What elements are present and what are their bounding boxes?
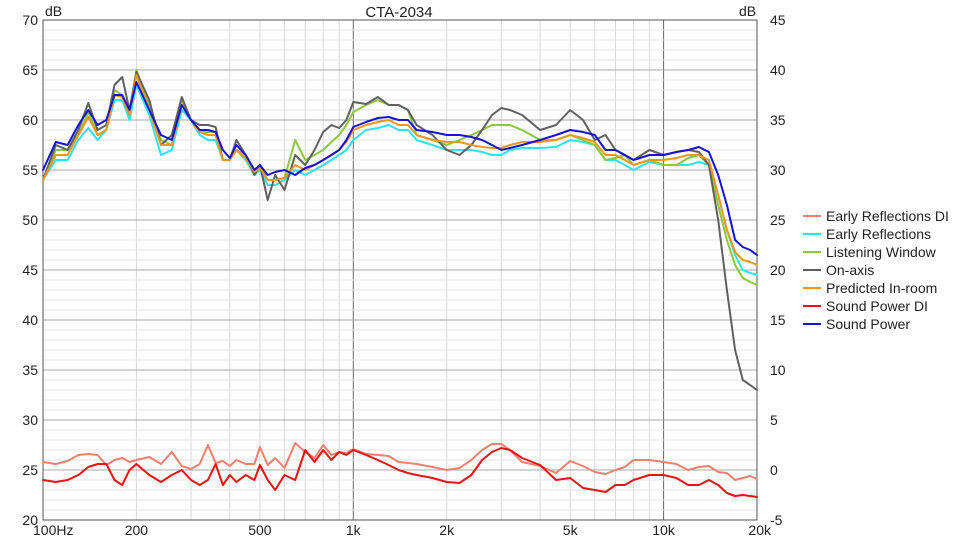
y-right-tick-label: 25 [770,212,786,228]
legend-label-sound-power-di: Sound Power DI [826,298,928,314]
y-left-tick-label: 35 [22,362,38,378]
x-tick-label: 500 [248,522,272,538]
series-line-predicted-in-room [42,74,758,266]
y-right-tick-label: 40 [770,62,786,78]
y-right-tick-label: 45 [770,12,786,28]
legend-label-on-axis: On-axis [826,262,874,278]
y-right-tick-label: 15 [770,312,786,328]
legend-label-early-reflections-di: Early Reflections DI [826,208,949,224]
x-axis-ticks: 100Hz 200 500 1k 2k 5k 10k 20k [33,522,772,538]
x-tick-label: 1k [346,522,362,538]
y-axis-left-ticks: 20 25 30 35 40 45 50 55 60 65 70 [22,12,38,528]
y-left-tick-label: 20 [22,512,38,528]
y-left-tick-label: 45 [22,262,38,278]
x-tick-label: 100Hz [33,522,73,538]
x-tick-label: 5k [563,522,579,538]
y-right-tick-label: -5 [770,512,783,528]
x-tick-label: 20k [748,522,772,538]
y-left-tick-label: 30 [22,412,38,428]
y-left-tick-label: 70 [22,12,38,28]
series-line-sound-power-di [42,447,758,498]
series-line-sound-power [42,81,758,256]
y-left-tick-label: 55 [22,162,38,178]
y-left-tick-label: 60 [22,112,38,128]
chart-title: CTA-2034 [365,4,432,21]
x-tick-label: 10k [652,522,676,538]
y-left-tick-label: 50 [22,212,38,228]
legend-label-predicted-in-room: Predicted In-room [826,280,937,296]
y-right-tick-label: 20 [770,262,786,278]
x-tick-label: 2k [439,522,455,538]
y-right-tick-label: 0 [770,462,778,478]
y-axis-right-unit: dB [739,3,756,19]
legend: Early Reflections DI Early Reflections Lis… [803,208,949,332]
y-axis-left-unit: dB [45,3,62,19]
y-right-tick-label: 35 [770,112,786,128]
series-group [42,69,758,498]
y-left-tick-label: 65 [22,62,38,78]
plot-frame [42,19,758,521]
x-tick-label: 200 [125,522,149,538]
y-right-tick-label: 5 [770,412,778,428]
y-right-tick-label: 10 [770,362,786,378]
legend-label-sound-power: Sound Power [826,316,910,332]
y-axis-right-ticks: -5 0 5 10 15 20 25 30 35 40 45 [770,12,786,528]
y-left-tick-label: 40 [22,312,38,328]
legend-label-listening-window: Listening Window [826,244,937,260]
y-left-tick-label: 25 [22,462,38,478]
legend-label-early-reflections: Early Reflections [826,226,931,242]
series-line-early-reflections [42,84,758,276]
y-right-tick-label: 30 [770,162,786,178]
